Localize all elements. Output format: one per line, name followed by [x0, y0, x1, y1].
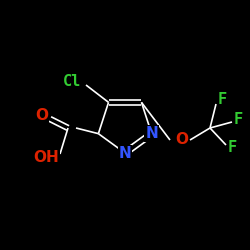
Text: N: N [145, 126, 158, 141]
Text: O: O [36, 108, 49, 122]
Text: F: F [218, 92, 226, 108]
Text: F: F [228, 140, 236, 156]
Text: O: O [176, 132, 188, 148]
Text: N: N [119, 146, 132, 160]
Text: Cl: Cl [63, 74, 81, 90]
Text: F: F [234, 112, 242, 128]
Text: OH: OH [33, 150, 59, 166]
